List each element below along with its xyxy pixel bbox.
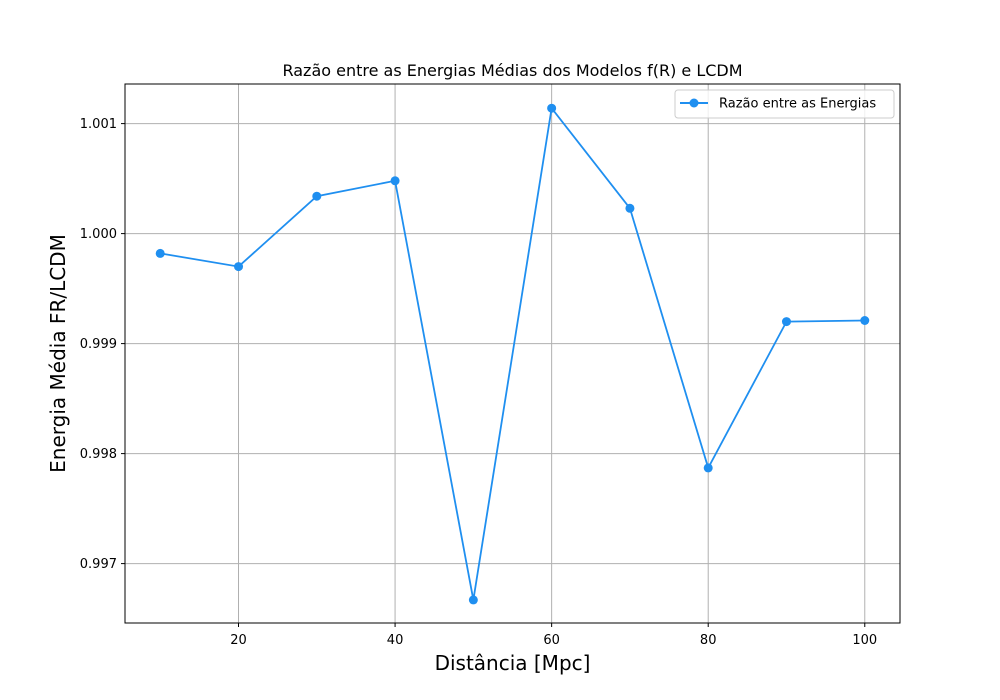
ticks-layer: 20 40 60 80 100 0.997 0.998 0.999 1.000 1.001 — [80, 117, 877, 648]
data-point — [781, 317, 791, 327]
x-tick-label: 20 — [230, 633, 247, 648]
data-point — [468, 595, 478, 605]
data-point — [312, 191, 322, 201]
x-tick-label: 40 — [387, 633, 404, 648]
y-tick-label: 1.000 — [80, 227, 117, 242]
plot-frame — [124, 83, 901, 624]
x-tick-label: 80 — [700, 633, 717, 648]
data-point — [155, 248, 165, 258]
legend-label: Razão entre as Energias — [719, 97, 876, 112]
data-point — [547, 103, 557, 113]
series-line — [160, 106, 865, 601]
data-point — [860, 316, 870, 325]
y-tick-label: 0.997 — [80, 557, 117, 572]
x-tick-label: 100 — [852, 633, 877, 648]
legend-marker-swatch — [689, 98, 699, 108]
legend-box — [674, 89, 895, 119]
y-tick-label: 0.999 — [80, 337, 117, 352]
grid — [125, 84, 900, 623]
chart-title: Razão entre as Energias Médias dos Model… — [282, 61, 742, 80]
legend: Razão entre as Energias — [674, 89, 895, 119]
x-tick-label: 60 — [543, 633, 560, 648]
data-point — [703, 463, 713, 473]
y-axis-title: Energia Média FR/LCDM — [46, 234, 70, 473]
data-point — [625, 203, 635, 213]
y-tick-label: 1.001 — [80, 117, 117, 132]
data-point — [234, 262, 244, 272]
series-layer — [155, 103, 870, 605]
x-axis-title: Distância [Mpc] — [435, 651, 591, 675]
data-point — [390, 176, 400, 186]
y-tick-label: 0.998 — [80, 447, 117, 462]
